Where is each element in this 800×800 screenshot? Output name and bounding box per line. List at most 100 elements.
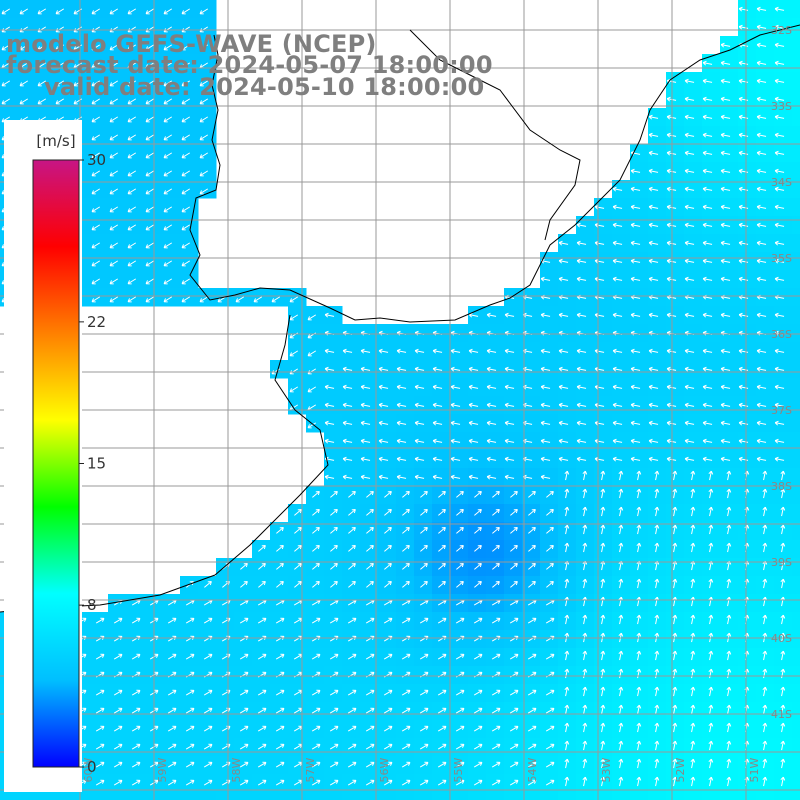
speed-cell xyxy=(792,504,800,523)
wind-arrow xyxy=(582,668,588,679)
speed-cell xyxy=(558,306,577,325)
speed-cell xyxy=(594,594,613,613)
wind-arrow xyxy=(342,438,353,444)
wind-arrow xyxy=(780,488,786,499)
speed-cell xyxy=(558,342,577,361)
speed-cell xyxy=(450,378,469,397)
speed-cell xyxy=(486,468,505,487)
wind-arrow xyxy=(720,222,731,228)
wind-arrow xyxy=(109,134,119,141)
speed-cell xyxy=(756,90,775,109)
wind-arrow xyxy=(204,581,212,588)
speed-cell xyxy=(738,666,757,685)
speed-cell xyxy=(630,414,649,433)
speed-cell xyxy=(720,468,739,487)
wind-arrow xyxy=(348,491,356,498)
speed-cell xyxy=(612,504,631,523)
wind-arrow xyxy=(612,402,623,408)
speed-cell xyxy=(594,306,613,325)
wind-arrow xyxy=(438,509,446,516)
speed-cell xyxy=(630,360,649,379)
speed-cell xyxy=(504,432,523,451)
wind-arrow xyxy=(636,488,642,499)
wind-arrow xyxy=(91,296,101,303)
wind-arrow xyxy=(762,614,768,625)
speed-cell xyxy=(558,702,577,721)
speed-cell xyxy=(666,630,685,649)
speed-cell xyxy=(738,558,757,577)
speed-cell xyxy=(756,234,775,253)
wind-arrow xyxy=(185,689,195,696)
speed-cell xyxy=(702,504,721,523)
wind-arrow xyxy=(702,348,713,354)
speed-cell xyxy=(792,198,800,217)
wind-arrow xyxy=(630,204,641,210)
wind-arrow xyxy=(127,206,137,213)
speed-cell xyxy=(738,540,757,559)
speed-cell xyxy=(702,666,721,685)
speed-cell xyxy=(594,216,613,235)
speed-cell xyxy=(576,234,595,253)
wind-arrow xyxy=(738,420,749,426)
wind-arrow xyxy=(402,545,410,552)
speed-cell xyxy=(738,198,757,217)
speed-cell xyxy=(396,342,415,361)
wind-arrow xyxy=(720,186,731,192)
speed-cell xyxy=(702,126,721,145)
speed-cell xyxy=(756,738,775,757)
wind-arrow xyxy=(672,668,678,679)
wind-arrow xyxy=(756,312,767,318)
wind-arrow xyxy=(109,296,119,303)
wind-arrow xyxy=(181,296,191,303)
wind-arrow xyxy=(181,170,191,177)
speed-cell xyxy=(792,234,800,253)
wind-arrow xyxy=(473,689,483,696)
wind-arrow xyxy=(756,420,767,426)
wind-arrow xyxy=(738,114,749,120)
speed-cell xyxy=(756,756,775,775)
wind-arrow xyxy=(55,44,65,51)
wind-arrow xyxy=(558,240,569,246)
speed-cell xyxy=(612,252,631,271)
speed-cell xyxy=(702,414,721,433)
wind-arrow xyxy=(774,402,785,408)
speed-cell xyxy=(468,324,487,343)
speed-cell xyxy=(720,594,739,613)
speed-cell xyxy=(558,486,577,505)
speed-cell xyxy=(702,702,721,721)
speed-cell xyxy=(648,666,667,685)
speed-cell xyxy=(792,756,800,775)
lon-label: 53W xyxy=(600,757,613,782)
speed-cell xyxy=(702,270,721,289)
speed-cell xyxy=(648,324,667,343)
speed-cell xyxy=(612,450,631,469)
wind-arrow xyxy=(684,402,695,408)
speed-cell xyxy=(792,450,800,469)
speed-cell xyxy=(738,360,757,379)
wind-arrow xyxy=(726,524,732,535)
speed-cell xyxy=(738,36,757,55)
speed-cell xyxy=(558,576,577,595)
wind-arrow xyxy=(756,204,767,210)
speed-cell xyxy=(468,792,487,800)
wind-arrow xyxy=(576,348,587,354)
wind-arrow xyxy=(455,617,465,624)
speed-cell xyxy=(720,180,739,199)
wind-arrow xyxy=(780,524,786,535)
speed-cell xyxy=(540,432,559,451)
wind-arrow xyxy=(582,506,588,517)
speed-cell xyxy=(792,630,800,649)
speed-cell xyxy=(684,540,703,559)
wind-arrow xyxy=(366,581,374,588)
wind-arrow xyxy=(109,278,119,285)
wind-arrow xyxy=(720,60,731,66)
wind-arrow xyxy=(199,116,209,123)
speed-cell xyxy=(648,576,667,595)
speed-cell xyxy=(342,378,361,397)
speed-cell xyxy=(522,450,541,469)
wind-arrow xyxy=(756,42,767,48)
speed-cell xyxy=(486,306,505,325)
speed-cell xyxy=(630,306,649,325)
wind-arrow xyxy=(199,134,209,141)
wind-arrow xyxy=(648,438,659,444)
